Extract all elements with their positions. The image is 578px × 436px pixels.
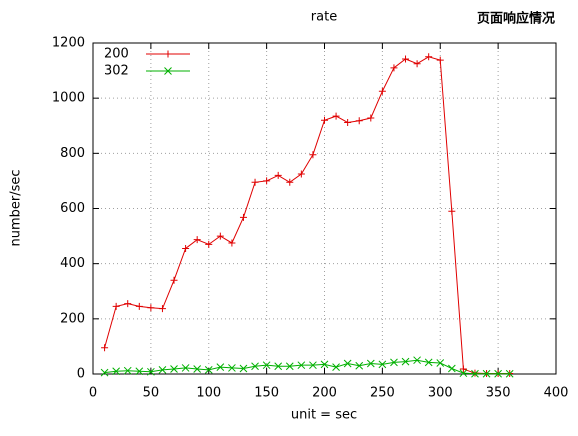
y-tick-label: 1200 [52,36,85,51]
point-marker [262,361,271,370]
y-tick-label: 1000 [52,91,85,106]
point-marker [170,276,178,284]
point-marker [274,171,282,179]
legend-label: 200 [104,47,129,62]
x-tick-label: 50 [143,386,160,401]
legend-label: 302 [104,64,129,79]
annotation: 页面响应情况 [477,11,555,27]
y-tick-label: 800 [60,146,85,161]
point-marker [332,363,340,371]
point-marker [158,366,167,374]
point-marker [286,178,294,186]
x-tick-label: 300 [428,386,453,401]
point-marker [297,361,306,370]
y-tick-label: 200 [60,311,85,326]
y-tick-label: 400 [60,256,85,271]
series-line [104,359,510,375]
point-marker [390,64,398,72]
point-marker [251,178,259,186]
point-marker [135,302,143,310]
point-marker [459,365,467,373]
point-marker [182,244,190,252]
legend-marker [164,50,172,58]
point-marker [100,368,109,377]
point-marker [413,356,421,365]
point-marker [378,87,386,95]
point-marker [344,118,352,126]
point-marker [448,207,456,215]
point-marker [482,369,491,378]
point-marker [112,302,120,310]
point-marker [112,367,121,376]
point-marker [494,369,502,378]
x-tick-label: 200 [312,386,337,401]
point-marker [436,56,444,64]
point-marker [170,365,178,373]
point-marker [309,361,317,370]
point-marker [424,358,433,367]
point-marker [101,344,109,352]
point-marker [401,357,410,366]
x-tick-label: 400 [544,386,569,401]
plot-frame [92,42,557,375]
point-marker [274,362,283,371]
point-marker [158,305,166,313]
point-marker [413,60,421,68]
point-marker [193,365,202,373]
point-marker [447,364,456,373]
point-marker [239,213,247,221]
point-marker [135,367,144,376]
point-marker [193,236,201,244]
point-marker [378,360,387,369]
point-marker [123,366,132,375]
point-marker [309,151,317,159]
point-marker [239,364,248,373]
x-axis-label: unit = sec [291,408,357,423]
point-marker [216,363,225,371]
point-marker [425,53,433,61]
point-marker [251,362,259,371]
chart-title: rate [311,10,337,25]
point-marker [332,112,340,120]
point-marker [355,361,364,370]
point-marker [181,364,190,372]
point-marker [124,300,132,308]
point-marker [355,117,363,125]
point-marker [343,359,352,368]
point-marker [320,360,329,369]
x-tick-label: 0 [89,386,97,401]
point-marker [147,304,155,312]
series-line [104,56,510,374]
point-marker [228,364,236,372]
point-marker [390,358,398,367]
legend-marker [164,67,172,75]
point-marker [459,369,468,378]
x-tick-label: 250 [370,386,395,401]
point-marker [321,116,328,124]
point-marker [367,114,375,122]
point-marker [297,170,305,178]
point-marker [228,239,236,247]
x-tick-label: 100 [196,386,221,401]
point-marker [366,359,375,368]
point-marker [205,240,213,248]
point-marker [263,177,271,185]
y-tick-label: 0 [77,367,85,382]
point-marker [436,359,445,367]
x-tick-label: 350 [486,386,511,401]
y-tick-label: 600 [60,201,85,216]
point-marker [216,232,224,240]
y-axis-label: number/sec [9,169,24,246]
point-marker [505,369,514,378]
x-tick-label: 150 [254,386,279,401]
point-marker [402,55,410,63]
point-marker [204,366,213,374]
point-marker [285,362,294,371]
point-marker [471,369,479,378]
point-marker [147,367,155,376]
